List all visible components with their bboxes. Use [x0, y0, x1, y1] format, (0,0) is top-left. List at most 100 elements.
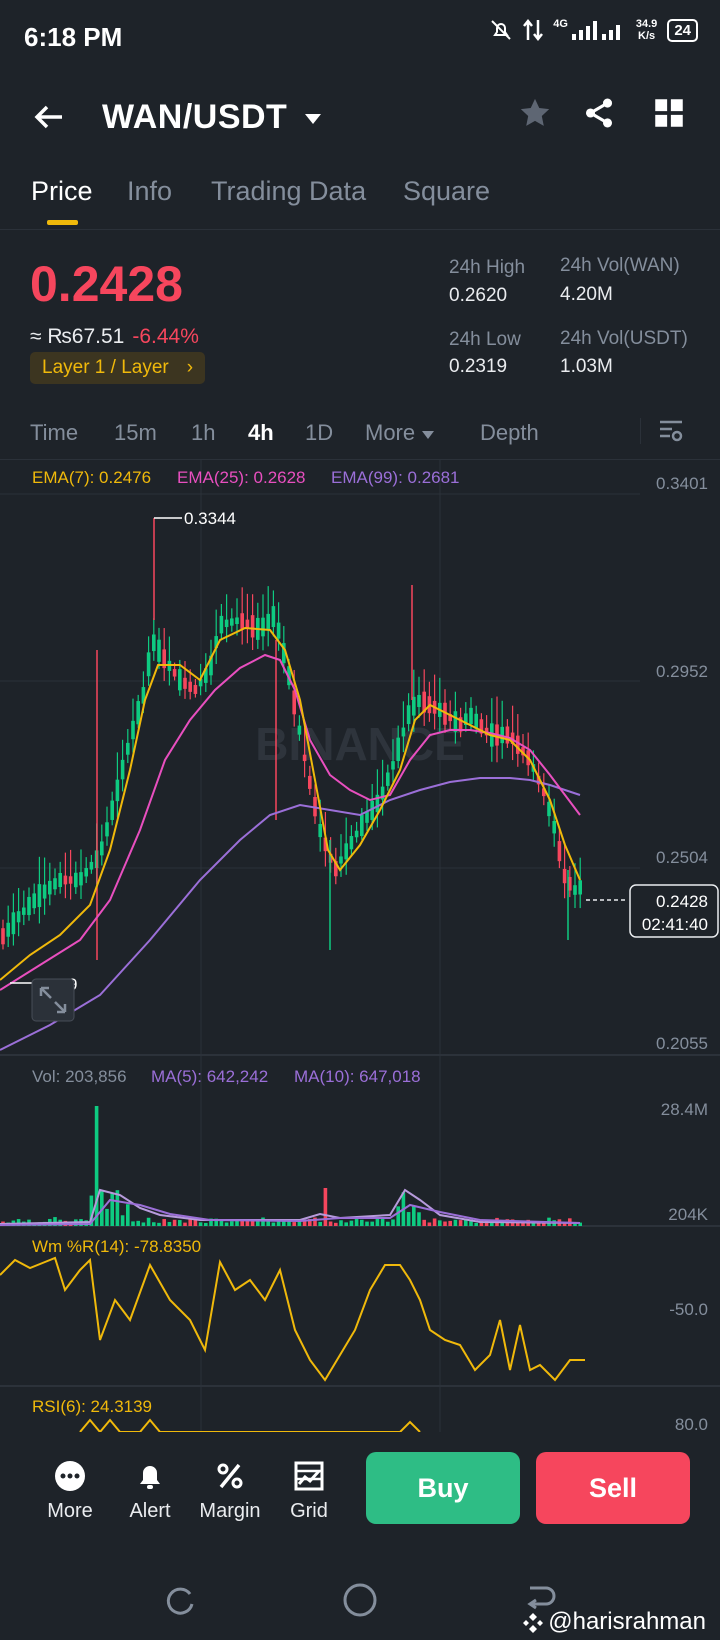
volume-bar	[141, 1222, 146, 1226]
volume-bar	[224, 1222, 229, 1226]
volume-bar	[578, 1222, 582, 1226]
home-icon[interactable]	[342, 1582, 378, 1618]
candle	[152, 618, 156, 661]
grid-action[interactable]: Grid	[274, 1460, 344, 1523]
network-type: 4G	[553, 18, 568, 30]
interval-more[interactable]: More	[365, 420, 435, 446]
recents-icon[interactable]	[164, 1584, 198, 1618]
back-arrow-icon[interactable]	[32, 100, 66, 134]
volume-bar	[328, 1221, 333, 1226]
interval-1d[interactable]: 1D	[305, 420, 334, 445]
pair-selector[interactable]: WAN/USDT	[102, 98, 323, 137]
system-nav-bar	[0, 1560, 720, 1640]
interval-depth[interactable]: Depth	[480, 420, 539, 445]
candle	[271, 590, 276, 637]
grid-label: Grid	[290, 1500, 328, 1522]
volume-bar	[365, 1221, 369, 1226]
volume-bar	[214, 1218, 218, 1226]
volume-bar	[448, 1220, 452, 1226]
ema99-legend: EMA(99): 0.2681	[331, 468, 460, 487]
interval-15m[interactable]: 15m	[114, 420, 157, 445]
interval-1h[interactable]: 1h	[191, 420, 216, 445]
ema25-line	[0, 653, 581, 991]
candle	[245, 593, 250, 644]
volume-bar	[469, 1219, 473, 1226]
interval-4h[interactable]: 4h	[248, 420, 274, 445]
status-bar: 6:18 PM 4G 34.9 K/s 24	[0, 0, 720, 72]
chevron-right-icon: ›	[186, 357, 194, 378]
star-icon[interactable]	[518, 96, 552, 130]
low-label: 24h Low	[449, 329, 521, 350]
ema25-legend: EMA(25): 0.2628	[177, 468, 306, 487]
more-label: More	[47, 1500, 93, 1522]
candle	[68, 849, 73, 900]
interval-time[interactable]: Time	[30, 420, 79, 445]
candle	[401, 701, 406, 753]
candle	[490, 698, 494, 762]
candle	[6, 905, 10, 948]
volume-bar	[240, 1219, 244, 1226]
candle	[16, 888, 21, 937]
candle	[521, 733, 525, 764]
grid-menu-icon[interactable]	[654, 98, 684, 128]
tab-underline	[47, 220, 78, 225]
volume-bar	[188, 1218, 192, 1226]
volume-bar	[490, 1221, 494, 1226]
margin-action[interactable]: Margin	[195, 1460, 265, 1523]
tab-info[interactable]: Info	[127, 176, 173, 206]
kline-chart[interactable]: BINANCE EMA(7): 0.2476 EMA(25): 0.2628 E…	[0, 460, 720, 1432]
volume-bar	[178, 1220, 182, 1226]
candle	[42, 857, 47, 915]
candle	[547, 784, 551, 827]
sell-button[interactable]: Sell	[536, 1452, 690, 1524]
chart-settings-icon[interactable]	[658, 418, 684, 444]
back-nav-icon[interactable]	[522, 1582, 558, 1618]
volume-bar	[219, 1220, 224, 1226]
data-arrows-icon	[523, 18, 544, 42]
candle	[63, 852, 68, 899]
candle	[495, 696, 499, 763]
candle	[48, 862, 52, 906]
volume-bar	[198, 1222, 203, 1226]
tab-trading-data[interactable]: Trading Data	[211, 176, 367, 206]
more-action[interactable]: More	[35, 1460, 105, 1523]
candle	[443, 689, 447, 733]
candle	[157, 627, 161, 669]
volume-bar	[235, 1220, 239, 1226]
volume-bar	[349, 1220, 354, 1226]
tab-square[interactable]: Square	[403, 176, 491, 206]
current-price-label: 0.2428	[656, 892, 708, 911]
y-tick: 0.2055	[656, 1034, 708, 1053]
last-price: 0.2428	[30, 256, 183, 312]
category-tag[interactable]: Layer 1 / Layer ›	[30, 352, 206, 384]
volume-bar	[204, 1222, 208, 1226]
countdown-label: 02:41:40	[642, 915, 708, 934]
candle	[516, 714, 520, 767]
tab-price[interactable]: Price	[31, 176, 93, 206]
volume-bar	[334, 1222, 338, 1226]
candle	[74, 861, 78, 894]
candle	[105, 806, 109, 846]
volume-bar	[146, 1217, 151, 1226]
volume-bar	[131, 1221, 135, 1226]
caret-down-icon	[422, 431, 435, 439]
candle	[458, 707, 463, 738]
volume-bar	[344, 1222, 348, 1226]
candle	[193, 678, 198, 698]
candle	[484, 715, 489, 744]
candle	[505, 719, 510, 748]
candle	[235, 598, 239, 636]
price-change: -6.44%	[132, 325, 199, 348]
candle	[557, 829, 562, 869]
volume-bar	[126, 1204, 130, 1226]
alert-action[interactable]: Alert	[115, 1460, 185, 1523]
fiat-value: ≈ ₨67.51	[30, 325, 125, 348]
expand-button[interactable]	[31, 978, 75, 1022]
buy-button[interactable]: Buy	[366, 1452, 520, 1524]
volume-bar	[292, 1222, 296, 1226]
candle	[568, 866, 572, 898]
interval-more-label: More	[365, 420, 416, 445]
volume-bar	[386, 1221, 390, 1226]
share-icon[interactable]	[582, 96, 616, 130]
ma5-legend: MA(5): 642,242	[151, 1067, 268, 1086]
